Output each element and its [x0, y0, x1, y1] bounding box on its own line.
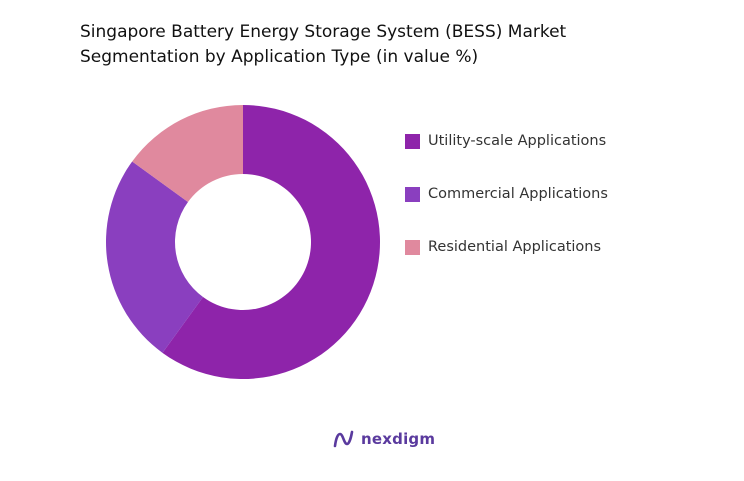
- brand-footer: nexdigm: [332, 428, 435, 450]
- legend-item: Residential Applications: [405, 234, 608, 260]
- legend-item: Utility-scale Applications: [405, 128, 608, 154]
- legend-label: Commercial Applications: [428, 186, 608, 202]
- brand-name: nexdigm: [361, 430, 436, 448]
- legend-swatch: [405, 239, 420, 255]
- donut-slice-commercial-applications: [106, 161, 204, 353]
- chart-title: Singapore Battery Energy Storage System …: [80, 20, 680, 70]
- nexdigm-logo-icon: [333, 430, 354, 448]
- legend-item: Commercial Applications: [405, 181, 608, 207]
- legend-swatch: [405, 133, 420, 149]
- chart-title-line-2: Segmentation by Application Type (in val…: [80, 47, 479, 67]
- chart-legend: Utility-scale Applications Commercial App…: [405, 128, 608, 287]
- legend-label: Utility-scale Applications: [428, 133, 607, 149]
- legend-label: Residential Applications: [428, 239, 602, 255]
- legend-swatch: [405, 186, 420, 202]
- donut-slice-residential-applications: [132, 105, 243, 203]
- chart-title-line-1: Singapore Battery Energy Storage System …: [80, 22, 567, 42]
- donut-slice-utility-scale-applications: [162, 105, 381, 379]
